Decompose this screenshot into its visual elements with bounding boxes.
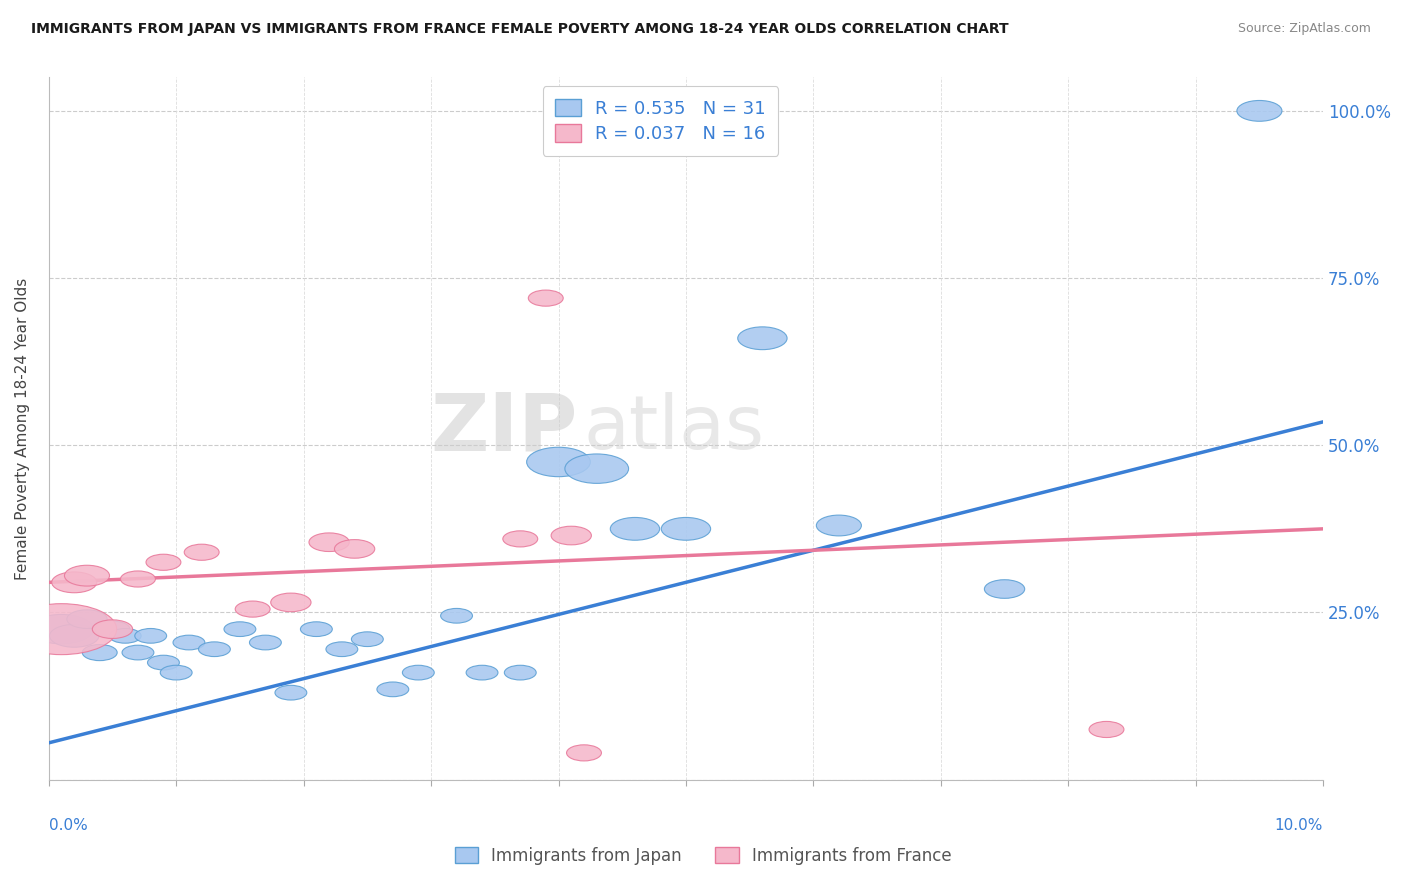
Ellipse shape [402, 665, 434, 680]
Ellipse shape [467, 665, 498, 680]
Text: atlas: atlas [583, 392, 765, 465]
Ellipse shape [326, 642, 357, 657]
Ellipse shape [352, 632, 384, 647]
Ellipse shape [224, 622, 256, 637]
Ellipse shape [276, 685, 307, 700]
Ellipse shape [235, 601, 270, 617]
Ellipse shape [1090, 722, 1123, 738]
Text: 0.0%: 0.0% [49, 818, 87, 833]
Ellipse shape [301, 622, 332, 637]
Ellipse shape [148, 656, 180, 670]
Ellipse shape [122, 645, 153, 660]
Ellipse shape [249, 635, 281, 650]
Ellipse shape [67, 610, 107, 629]
Ellipse shape [146, 554, 181, 570]
Ellipse shape [551, 526, 592, 545]
Ellipse shape [567, 745, 602, 761]
Legend: Immigrants from Japan, Immigrants from France: Immigrants from Japan, Immigrants from F… [446, 838, 960, 873]
Ellipse shape [121, 571, 156, 587]
Text: 10.0%: 10.0% [1275, 818, 1323, 833]
Ellipse shape [93, 620, 132, 639]
Ellipse shape [1237, 101, 1282, 121]
Ellipse shape [49, 624, 98, 648]
Ellipse shape [135, 629, 167, 643]
Text: ZIP: ZIP [430, 390, 578, 467]
Ellipse shape [96, 621, 129, 637]
Ellipse shape [184, 544, 219, 560]
Ellipse shape [610, 517, 659, 541]
Ellipse shape [440, 608, 472, 624]
Ellipse shape [173, 635, 205, 650]
Ellipse shape [198, 642, 231, 657]
Ellipse shape [817, 515, 862, 536]
Ellipse shape [271, 593, 311, 612]
Text: IMMIGRANTS FROM JAPAN VS IMMIGRANTS FROM FRANCE FEMALE POVERTY AMONG 18-24 YEAR : IMMIGRANTS FROM JAPAN VS IMMIGRANTS FROM… [31, 22, 1008, 37]
Ellipse shape [377, 682, 409, 697]
Ellipse shape [83, 645, 117, 661]
Ellipse shape [505, 665, 536, 680]
Ellipse shape [160, 665, 193, 680]
Ellipse shape [529, 290, 564, 306]
Ellipse shape [110, 629, 141, 643]
Ellipse shape [6, 604, 117, 655]
Ellipse shape [527, 447, 591, 476]
Ellipse shape [503, 531, 537, 547]
Ellipse shape [30, 615, 93, 644]
Legend: R = 0.535   N = 31, R = 0.037   N = 16: R = 0.535 N = 31, R = 0.037 N = 16 [543, 87, 779, 156]
Ellipse shape [738, 326, 787, 350]
Ellipse shape [52, 572, 97, 593]
Ellipse shape [65, 566, 110, 586]
Ellipse shape [984, 580, 1025, 599]
Y-axis label: Female Poverty Among 18-24 Year Olds: Female Poverty Among 18-24 Year Olds [15, 277, 30, 580]
Text: Source: ZipAtlas.com: Source: ZipAtlas.com [1237, 22, 1371, 36]
Ellipse shape [661, 517, 710, 541]
Ellipse shape [335, 540, 375, 558]
Ellipse shape [309, 533, 349, 551]
Ellipse shape [565, 454, 628, 483]
